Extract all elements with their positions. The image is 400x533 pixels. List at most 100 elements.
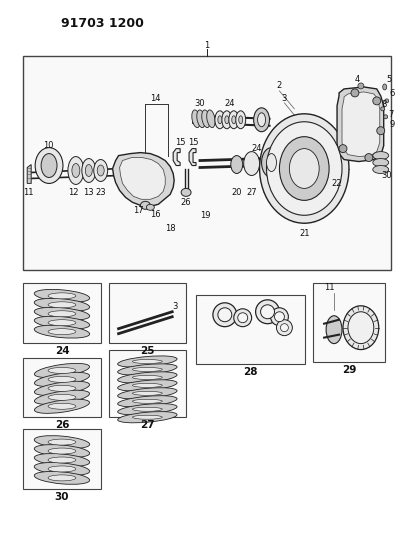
Ellipse shape xyxy=(377,127,385,135)
Text: 23: 23 xyxy=(95,188,106,197)
Text: 27: 27 xyxy=(246,188,257,197)
Ellipse shape xyxy=(373,97,381,105)
Ellipse shape xyxy=(326,316,342,344)
Ellipse shape xyxy=(385,99,389,103)
Ellipse shape xyxy=(118,364,177,375)
Ellipse shape xyxy=(132,375,162,379)
Ellipse shape xyxy=(258,113,266,127)
Ellipse shape xyxy=(260,114,349,223)
Text: 24: 24 xyxy=(251,144,262,153)
Text: 25: 25 xyxy=(140,345,155,356)
Text: 14: 14 xyxy=(150,94,160,103)
Ellipse shape xyxy=(132,367,162,372)
Ellipse shape xyxy=(48,376,76,382)
Bar xyxy=(23,429,101,489)
Ellipse shape xyxy=(118,395,177,407)
Ellipse shape xyxy=(229,111,239,129)
Bar xyxy=(23,56,391,270)
Ellipse shape xyxy=(218,116,222,124)
Ellipse shape xyxy=(48,320,76,326)
Ellipse shape xyxy=(231,156,243,173)
Ellipse shape xyxy=(373,151,389,159)
Ellipse shape xyxy=(118,372,177,383)
Ellipse shape xyxy=(48,403,76,409)
Text: 3: 3 xyxy=(172,302,178,311)
Text: 27: 27 xyxy=(140,420,155,430)
Ellipse shape xyxy=(384,115,388,119)
Ellipse shape xyxy=(339,144,347,152)
Ellipse shape xyxy=(202,110,210,127)
Ellipse shape xyxy=(34,316,90,329)
Ellipse shape xyxy=(260,305,274,319)
Bar xyxy=(23,358,101,417)
Text: 24: 24 xyxy=(55,345,69,356)
Ellipse shape xyxy=(48,329,76,335)
Ellipse shape xyxy=(262,148,282,177)
Text: 26: 26 xyxy=(55,420,69,430)
Ellipse shape xyxy=(207,110,215,127)
Ellipse shape xyxy=(373,158,389,166)
Text: 13: 13 xyxy=(84,188,94,197)
Ellipse shape xyxy=(215,111,225,129)
Ellipse shape xyxy=(48,385,76,391)
Text: 18: 18 xyxy=(165,224,176,233)
Text: 7: 7 xyxy=(388,110,393,119)
Ellipse shape xyxy=(132,407,162,411)
Ellipse shape xyxy=(48,293,76,299)
Ellipse shape xyxy=(48,466,76,472)
Ellipse shape xyxy=(34,463,90,475)
Ellipse shape xyxy=(132,391,162,395)
Ellipse shape xyxy=(68,157,84,184)
Text: 4: 4 xyxy=(354,76,360,84)
PathPatch shape xyxy=(27,165,31,183)
Text: 16: 16 xyxy=(150,210,161,219)
PathPatch shape xyxy=(342,92,380,157)
Ellipse shape xyxy=(118,403,177,415)
Ellipse shape xyxy=(234,309,252,327)
Bar xyxy=(109,283,186,343)
Text: 21: 21 xyxy=(299,229,310,238)
Ellipse shape xyxy=(239,116,243,124)
Ellipse shape xyxy=(132,360,162,364)
Text: 30: 30 xyxy=(195,99,205,108)
Text: 12: 12 xyxy=(68,188,78,197)
Ellipse shape xyxy=(48,367,76,374)
Text: 11: 11 xyxy=(23,188,34,197)
Ellipse shape xyxy=(34,325,90,338)
Text: 2: 2 xyxy=(277,82,282,91)
Text: 10: 10 xyxy=(43,141,53,150)
Ellipse shape xyxy=(274,312,284,322)
Text: 26: 26 xyxy=(181,198,192,207)
Text: 20: 20 xyxy=(232,188,242,197)
PathPatch shape xyxy=(113,152,174,206)
Text: 24: 24 xyxy=(224,99,235,108)
Ellipse shape xyxy=(48,311,76,317)
Text: 30: 30 xyxy=(55,492,69,502)
Ellipse shape xyxy=(132,399,162,403)
Ellipse shape xyxy=(48,448,76,454)
Ellipse shape xyxy=(222,111,232,129)
Ellipse shape xyxy=(132,383,162,387)
Ellipse shape xyxy=(118,356,177,367)
Ellipse shape xyxy=(34,364,90,377)
Ellipse shape xyxy=(72,164,80,177)
Ellipse shape xyxy=(132,415,162,419)
Ellipse shape xyxy=(381,107,385,111)
Text: 91703 1200: 91703 1200 xyxy=(61,17,144,30)
Ellipse shape xyxy=(48,457,76,463)
Ellipse shape xyxy=(236,111,246,129)
Ellipse shape xyxy=(358,83,364,89)
Ellipse shape xyxy=(232,116,236,124)
Ellipse shape xyxy=(140,201,150,209)
Ellipse shape xyxy=(34,373,90,386)
Text: 30: 30 xyxy=(381,171,392,180)
PathPatch shape xyxy=(173,149,180,166)
Ellipse shape xyxy=(213,303,237,327)
Ellipse shape xyxy=(34,298,90,311)
Ellipse shape xyxy=(41,154,57,177)
Ellipse shape xyxy=(34,308,90,320)
Text: 1: 1 xyxy=(204,41,210,50)
Text: 11: 11 xyxy=(324,284,334,293)
Ellipse shape xyxy=(34,435,90,448)
Ellipse shape xyxy=(82,158,96,182)
